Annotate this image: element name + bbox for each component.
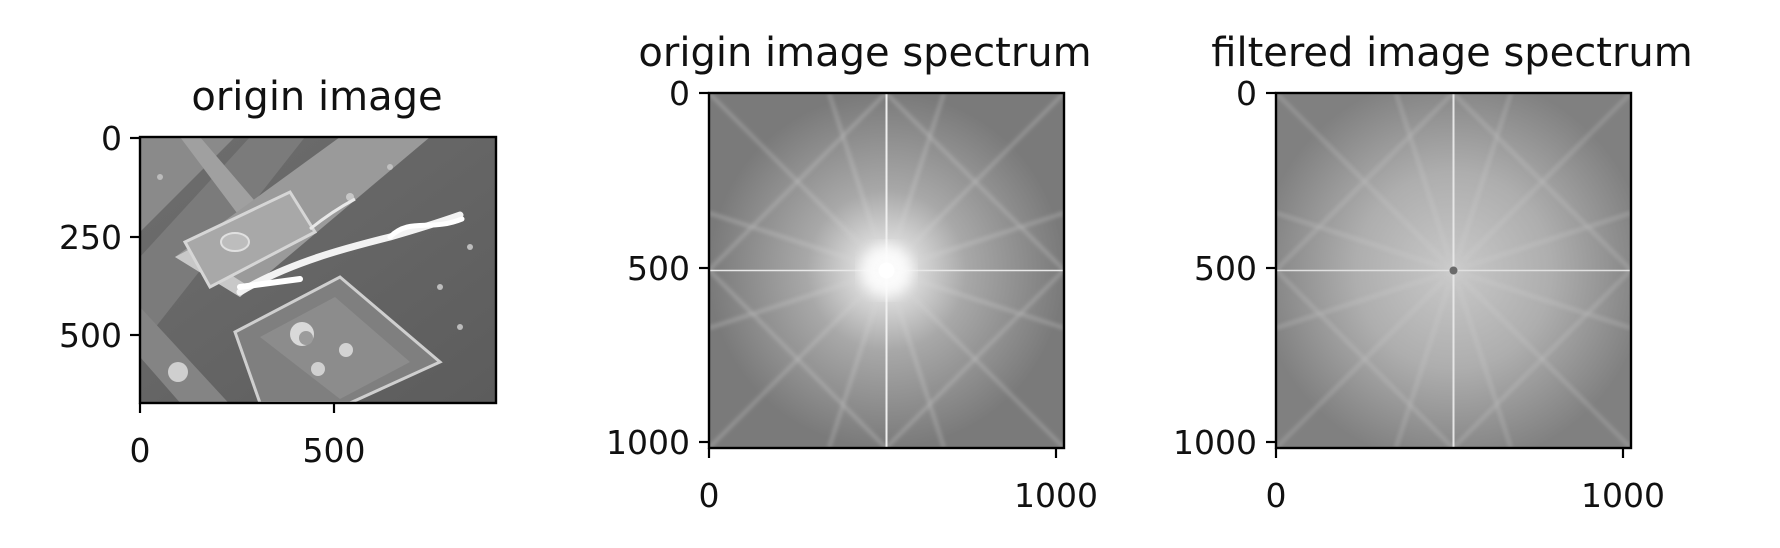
x-tick-label: 1000 [1014,476,1098,515]
panel-origin-spectrum: origin image spectrum [606,30,1098,515]
origin-spectrum-content [709,93,1064,448]
y-tick-label: 0 [669,74,690,113]
x-tick-label: 0 [1266,476,1287,515]
panel-title: filtered image spectrum [1211,30,1692,76]
panel-title: origin image [191,74,442,120]
y-tick-label: 0 [1236,74,1257,113]
filtered-spectrum-content [1276,93,1631,448]
x-tick-label: 0 [130,431,151,470]
panel-origin-image: origin image [59,74,498,470]
y-tick-label: 1000 [1173,423,1257,462]
axes-frame [707,91,1066,450]
y-tick-label: 500 [59,316,122,355]
x-tick-label: 0 [699,476,720,515]
y-tick-label: 500 [627,249,690,288]
y-tick-label: 250 [59,218,122,257]
x-tick-label: 1000 [1581,476,1665,515]
axes-frame [1274,91,1633,450]
x-tick-label: 500 [303,431,366,470]
y-tick-label: 500 [1194,249,1257,288]
axes-frame [138,135,498,405]
origin-image-content [140,137,496,403]
y-tick-label: 0 [101,119,122,158]
y-tick-label: 1000 [606,423,690,462]
panel-filtered-spectrum: filtered image spectrum [1173,30,1693,515]
panel-title: origin image spectrum [638,30,1091,76]
